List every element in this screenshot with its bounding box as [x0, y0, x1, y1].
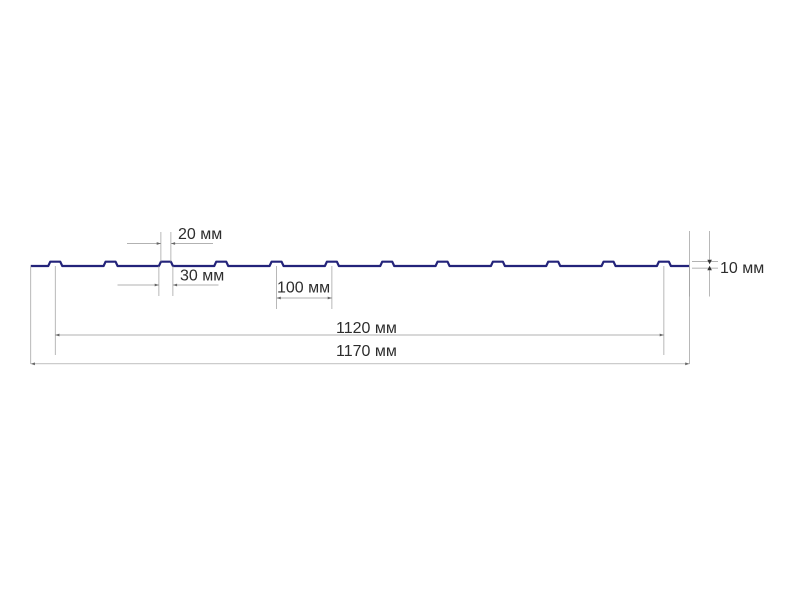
svg-text:10 мм: 10 мм	[720, 260, 764, 277]
svg-text:20 мм: 20 мм	[178, 226, 222, 243]
svg-text:30 мм: 30 мм	[180, 268, 224, 285]
svg-text:1170 мм: 1170 мм	[336, 343, 397, 360]
svg-text:100 мм: 100 мм	[277, 280, 330, 297]
svg-text:1120 мм: 1120 мм	[336, 320, 397, 337]
